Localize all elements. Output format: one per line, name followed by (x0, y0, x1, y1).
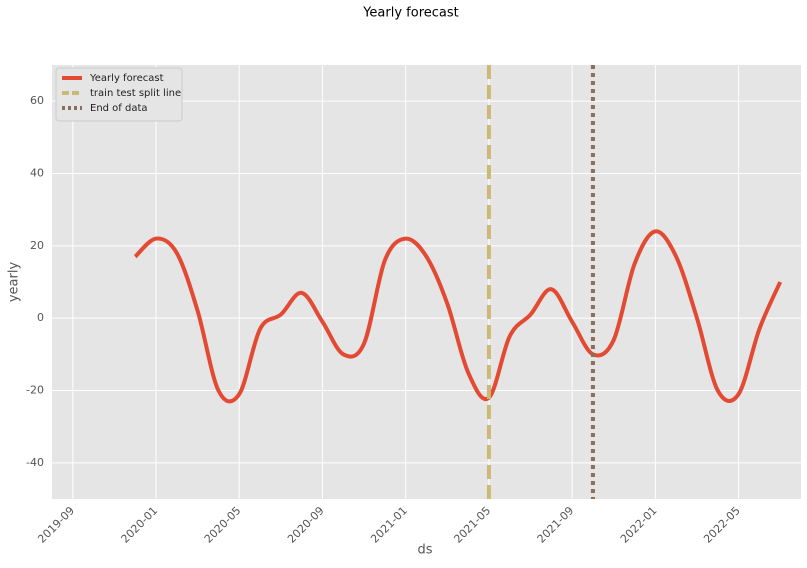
y-tick-label: 20 (30, 239, 44, 252)
plot-area (52, 65, 801, 499)
legend-label: Yearly forecast (89, 73, 164, 84)
x-tick-label: 2021-05 (451, 504, 493, 546)
y-tick-label: -20 (26, 384, 44, 397)
x-tick-label: 2020-01 (119, 504, 161, 546)
x-axis-label: ds (417, 543, 432, 558)
legend-label: End of data (90, 103, 148, 114)
x-tick-label: 2021-01 (368, 504, 410, 546)
chart-title: Yearly forecast (362, 6, 459, 21)
y-tick-label: 40 (30, 167, 44, 180)
x-tick-label: 2022-01 (618, 504, 660, 546)
x-tick-label: 2022-05 (701, 504, 743, 546)
y-tick-label: 0 (37, 311, 44, 324)
x-tick-label: 2020-05 (202, 504, 244, 546)
legend-label: train test split line (90, 88, 181, 99)
y-tick-label: -40 (26, 456, 44, 469)
x-tick-label: 2019-09 (35, 504, 77, 546)
x-tick-label: 2021-09 (535, 504, 577, 546)
forecast-line (133, 229, 783, 404)
y-tick-label: 60 (30, 94, 44, 107)
legend-box (55, 67, 183, 122)
x-tick-label: 2020-09 (285, 504, 327, 546)
y-axis-label: yearly (7, 262, 22, 303)
